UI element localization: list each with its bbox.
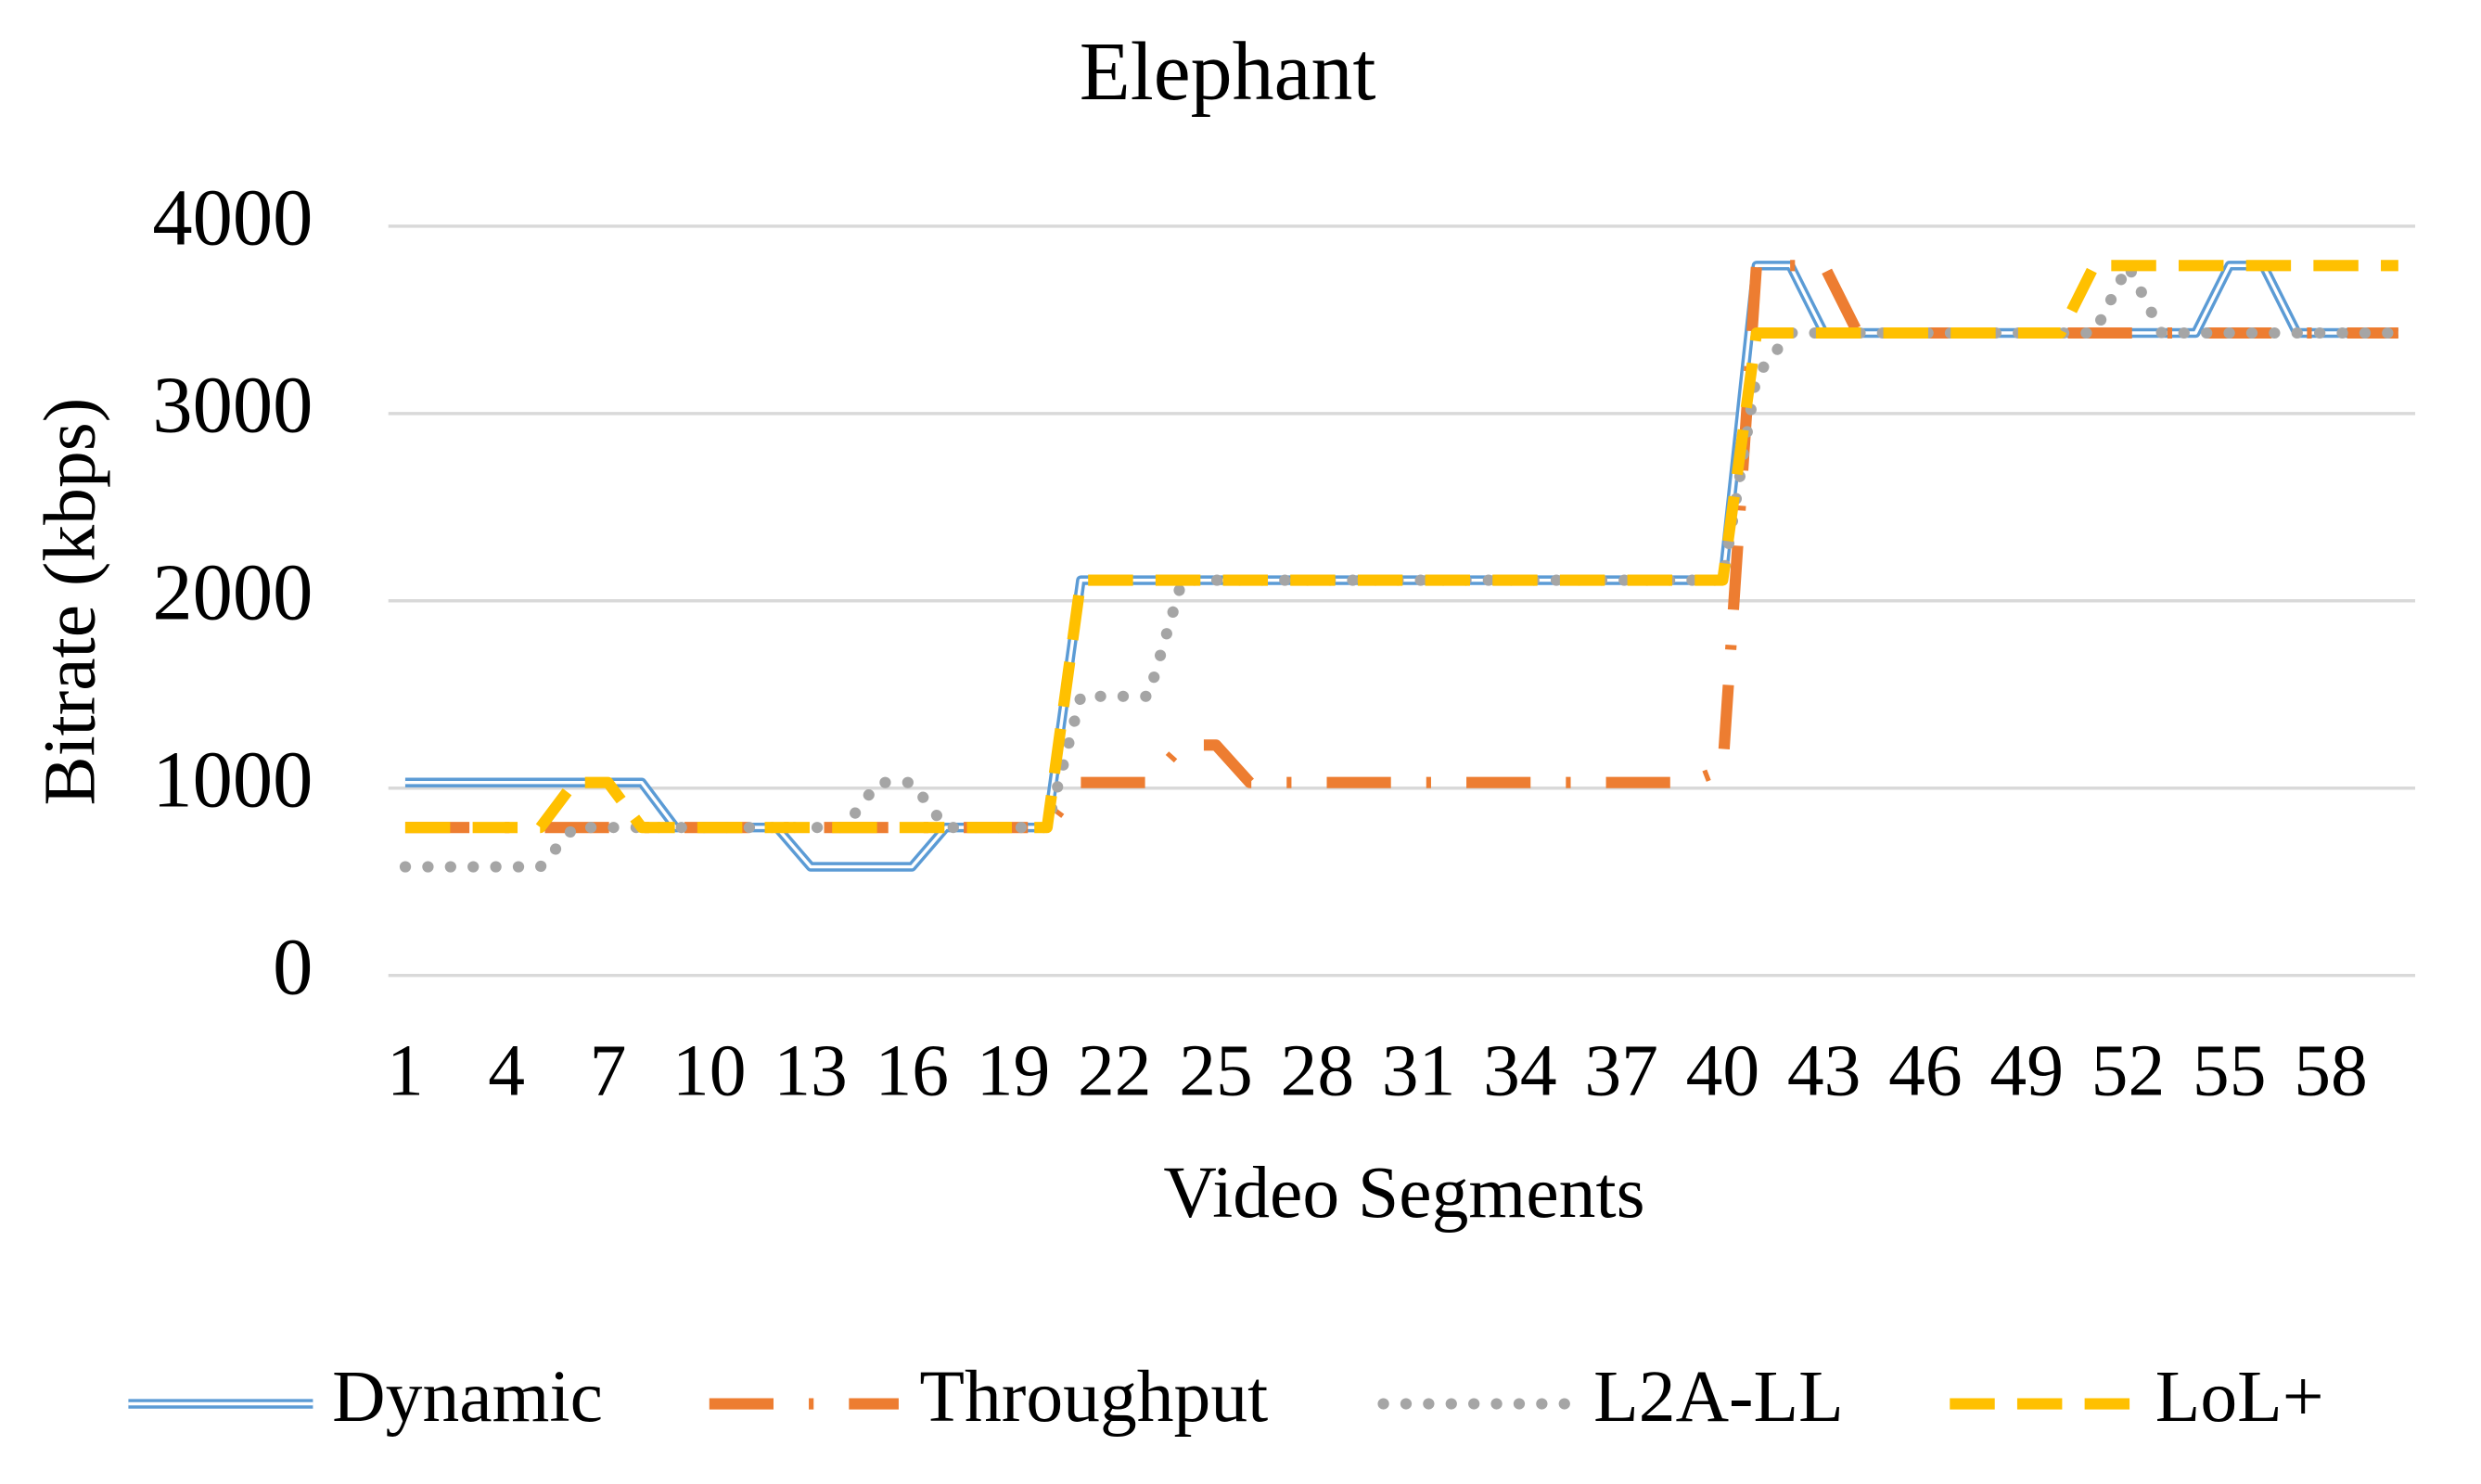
x-tick-label: 31 (1382, 1030, 1456, 1112)
x-tick-label: 28 (1281, 1030, 1355, 1112)
y-tick-label: 1000 (152, 736, 313, 825)
series-line (404, 260, 2398, 834)
legend-label: Dynamic (332, 1356, 603, 1438)
series-line (404, 261, 2398, 872)
x-tick-label: 37 (1584, 1030, 1658, 1112)
legend-label: Throughput (919, 1356, 1268, 1438)
x-tick-label: 19 (977, 1030, 1051, 1112)
y-tick-label: 4000 (152, 173, 313, 262)
x-tick-label: 4 (488, 1030, 525, 1112)
legend-label: L2A-LL (1593, 1356, 1844, 1438)
x-tick-label: 55 (2193, 1030, 2267, 1112)
y-axis-title: Bitrate (kbps) (29, 398, 110, 806)
legend-label: LoL+ (2155, 1356, 2324, 1438)
chart-title: Elephant (1080, 26, 1376, 118)
x-tick-label: 16 (875, 1030, 949, 1112)
series-line (404, 260, 2398, 834)
x-tick-label: 43 (1787, 1030, 1861, 1112)
x-tick-label: 58 (2294, 1030, 2368, 1112)
series-line-inner (404, 263, 2398, 869)
x-tick-label: 49 (1989, 1030, 2064, 1112)
x-tick-label: 7 (590, 1030, 627, 1112)
x-axis-title: Video Segments (1163, 1152, 1644, 1234)
x-tick-label: 34 (1483, 1030, 1557, 1112)
y-tick-label: 3000 (152, 361, 313, 450)
x-tick-label: 40 (1686, 1030, 1760, 1112)
series-line (399, 260, 2404, 873)
x-tick-label: 1 (387, 1030, 424, 1112)
x-tick-label: 22 (1078, 1030, 1152, 1112)
x-tick-label: 46 (1888, 1030, 1963, 1112)
x-tick-label: 10 (672, 1030, 747, 1112)
x-tick-label: 52 (2091, 1030, 2166, 1112)
x-tick-label: 25 (1179, 1030, 1253, 1112)
y-tick-label: 2000 (152, 548, 313, 637)
x-tick-label: 13 (774, 1030, 848, 1112)
y-tick-label: 0 (273, 923, 313, 1012)
